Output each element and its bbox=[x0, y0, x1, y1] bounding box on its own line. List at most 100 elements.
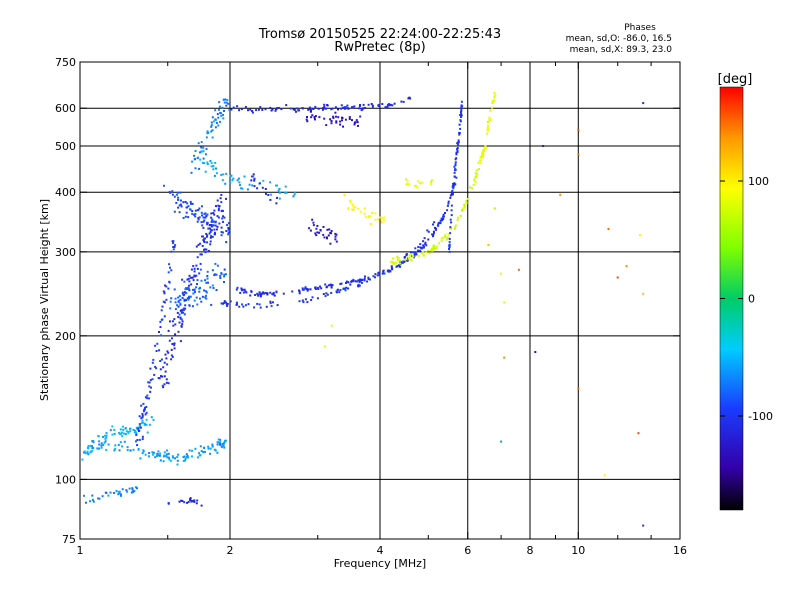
data-point bbox=[200, 300, 203, 303]
data-point bbox=[168, 456, 170, 459]
data-point bbox=[206, 161, 209, 164]
data-point bbox=[194, 209, 197, 212]
data-point bbox=[105, 436, 108, 439]
data-point bbox=[458, 133, 461, 136]
data-point bbox=[162, 386, 165, 389]
data-point bbox=[172, 242, 175, 245]
data-point bbox=[434, 228, 437, 231]
data-point bbox=[205, 148, 208, 150]
data-point bbox=[451, 189, 454, 192]
data-point bbox=[454, 161, 457, 164]
data-point bbox=[216, 228, 218, 231]
data-point bbox=[170, 348, 173, 351]
data-point bbox=[221, 106, 224, 109]
data-point bbox=[157, 450, 160, 453]
data-point bbox=[159, 368, 162, 371]
data-point bbox=[141, 416, 144, 419]
data-point bbox=[177, 196, 180, 199]
data-point bbox=[196, 279, 199, 282]
data-point bbox=[217, 207, 220, 210]
data-point bbox=[235, 301, 238, 304]
data-point bbox=[315, 227, 318, 230]
data-point bbox=[446, 238, 448, 241]
data-point bbox=[460, 106, 463, 109]
data-point bbox=[217, 116, 220, 119]
data-point bbox=[362, 107, 365, 110]
x-tick-label: 2 bbox=[227, 544, 234, 557]
data-point bbox=[448, 237, 451, 240]
data-point bbox=[146, 397, 149, 400]
data-point bbox=[257, 294, 260, 297]
data-point bbox=[642, 292, 645, 295]
data-point bbox=[213, 120, 215, 123]
data-point bbox=[414, 184, 417, 187]
data-point bbox=[84, 452, 87, 455]
data-point bbox=[459, 214, 462, 217]
data-point bbox=[187, 205, 190, 208]
data-point bbox=[308, 106, 311, 109]
data-point bbox=[174, 308, 177, 311]
data-point bbox=[272, 293, 275, 296]
data-point bbox=[250, 179, 253, 182]
data-point bbox=[642, 102, 645, 105]
data-point bbox=[456, 149, 459, 152]
data-point bbox=[163, 383, 166, 386]
data-point bbox=[162, 300, 165, 303]
data-point bbox=[493, 96, 496, 99]
data-point bbox=[260, 292, 263, 295]
data-point bbox=[307, 288, 310, 291]
data-point bbox=[140, 404, 143, 407]
data-point bbox=[428, 252, 431, 255]
data-point bbox=[184, 215, 187, 218]
data-point bbox=[227, 226, 230, 229]
data-point bbox=[453, 182, 456, 185]
data-point bbox=[240, 187, 243, 190]
y-tick-label: 400 bbox=[55, 186, 76, 199]
data-point bbox=[330, 286, 333, 289]
data-point bbox=[311, 107, 313, 110]
data-point bbox=[109, 429, 112, 432]
data-point bbox=[200, 221, 203, 224]
data-point bbox=[475, 169, 478, 172]
data-point bbox=[430, 179, 433, 182]
data-point bbox=[185, 292, 188, 295]
data-point bbox=[138, 438, 141, 441]
data-point bbox=[196, 283, 198, 285]
data-point bbox=[91, 449, 94, 452]
data-point bbox=[413, 254, 416, 257]
data-point bbox=[145, 423, 148, 426]
data-point bbox=[191, 276, 194, 279]
data-point bbox=[198, 207, 201, 210]
data-point bbox=[138, 423, 141, 426]
data-point bbox=[339, 123, 342, 126]
data-point bbox=[210, 124, 213, 127]
data-point bbox=[221, 302, 224, 305]
data-point bbox=[247, 303, 250, 306]
data-point bbox=[202, 157, 205, 160]
data-point bbox=[208, 224, 211, 227]
data-point bbox=[420, 252, 423, 255]
data-point bbox=[185, 453, 188, 456]
data-point bbox=[141, 452, 144, 455]
data-point bbox=[403, 258, 406, 261]
stats-line-x: mean, sd,X: 89.3, 23.0 bbox=[570, 45, 673, 55]
data-point bbox=[170, 358, 173, 361]
data-point bbox=[188, 295, 190, 298]
data-point bbox=[388, 104, 391, 107]
data-point bbox=[211, 445, 214, 448]
data-point bbox=[172, 240, 175, 243]
data-point bbox=[304, 286, 307, 289]
data-point bbox=[339, 283, 342, 285]
data-point bbox=[326, 293, 329, 296]
data-point bbox=[173, 246, 176, 248]
data-point bbox=[214, 262, 217, 265]
data-point bbox=[408, 256, 411, 259]
data-point bbox=[324, 283, 327, 286]
data-point bbox=[177, 198, 180, 201]
data-point bbox=[227, 231, 230, 234]
data-point bbox=[162, 460, 165, 463]
data-point bbox=[143, 423, 146, 426]
data-point bbox=[363, 212, 366, 215]
data-point bbox=[481, 149, 484, 152]
data-point bbox=[243, 175, 246, 178]
